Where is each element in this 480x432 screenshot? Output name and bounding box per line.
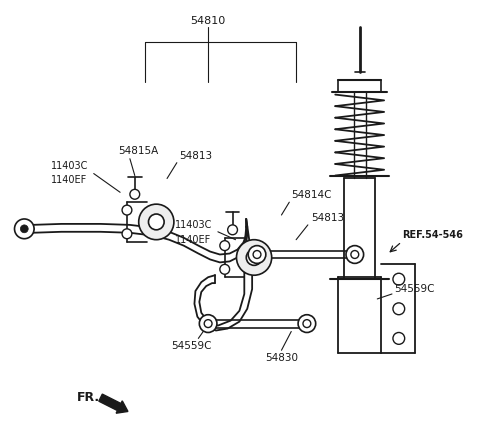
Circle shape [220,241,229,251]
Circle shape [393,303,405,315]
Text: 11403C: 11403C [50,161,88,171]
Text: REF.54-546: REF.54-546 [402,230,463,240]
Text: 11403C: 11403C [175,220,212,230]
Text: 54813: 54813 [179,151,212,161]
Text: 54830: 54830 [265,353,298,363]
Text: 1140EF: 1140EF [175,235,212,245]
Text: 54559C: 54559C [394,284,434,294]
Circle shape [303,320,311,327]
Text: 1140EF: 1140EF [51,175,87,185]
Circle shape [351,251,359,258]
Circle shape [393,273,405,285]
Circle shape [122,229,132,239]
Circle shape [237,240,272,275]
Text: 54559C: 54559C [171,341,212,351]
Text: 54815A: 54815A [118,146,158,156]
Circle shape [139,204,174,240]
Circle shape [122,205,132,215]
Text: 54810: 54810 [191,16,226,25]
Circle shape [130,189,140,199]
Circle shape [253,251,261,258]
Circle shape [148,214,164,230]
Text: FR.: FR. [77,391,100,404]
Circle shape [346,246,364,264]
Text: 54814C: 54814C [291,190,332,200]
Circle shape [199,315,217,333]
Circle shape [393,333,405,344]
Circle shape [246,250,262,265]
Text: 54813: 54813 [311,213,344,223]
FancyArrow shape [99,394,128,413]
Circle shape [298,315,316,333]
Circle shape [228,225,238,235]
Circle shape [14,219,34,239]
Circle shape [248,246,266,264]
Circle shape [20,225,28,233]
Circle shape [204,320,212,327]
Circle shape [220,264,229,274]
